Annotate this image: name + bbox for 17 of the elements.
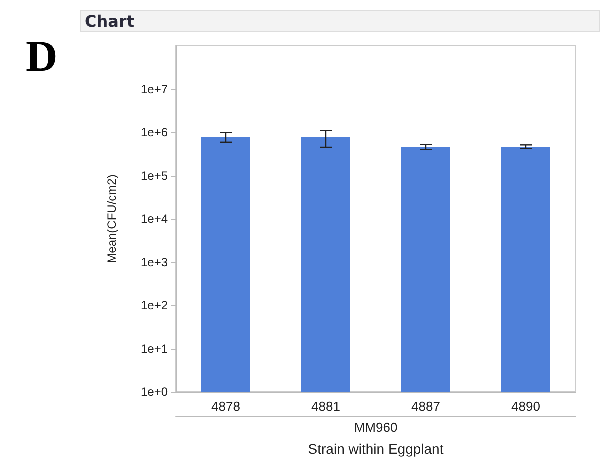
x-tick-label: 4887 — [412, 399, 440, 414]
y-tick-label: 1e+3 — [140, 255, 168, 270]
x-axis-title: Strain within Eggplant — [308, 441, 444, 457]
y-tick-label: 1e+2 — [140, 298, 168, 312]
y-tick-label: 1e+6 — [140, 126, 168, 140]
text: D — [26, 32, 58, 82]
y-axis-title: Mean(CFU/cm2) — [105, 174, 119, 264]
y-tick-label: 1e+7 — [140, 82, 168, 96]
x-tick-label: 4881 — [312, 399, 340, 414]
y-tick-label: 1e+0 — [140, 385, 168, 399]
text: MM960 — [354, 420, 398, 435]
chart-title: Chart — [85, 12, 134, 32]
x-tick-label: 4890 — [512, 399, 540, 414]
y-tick-label: 1e+5 — [140, 168, 168, 183]
y-tick-label: 1e+4 — [140, 212, 168, 226]
y-tick-label: 1e+1 — [140, 342, 168, 356]
x-tick-label: 4878 — [212, 399, 240, 414]
